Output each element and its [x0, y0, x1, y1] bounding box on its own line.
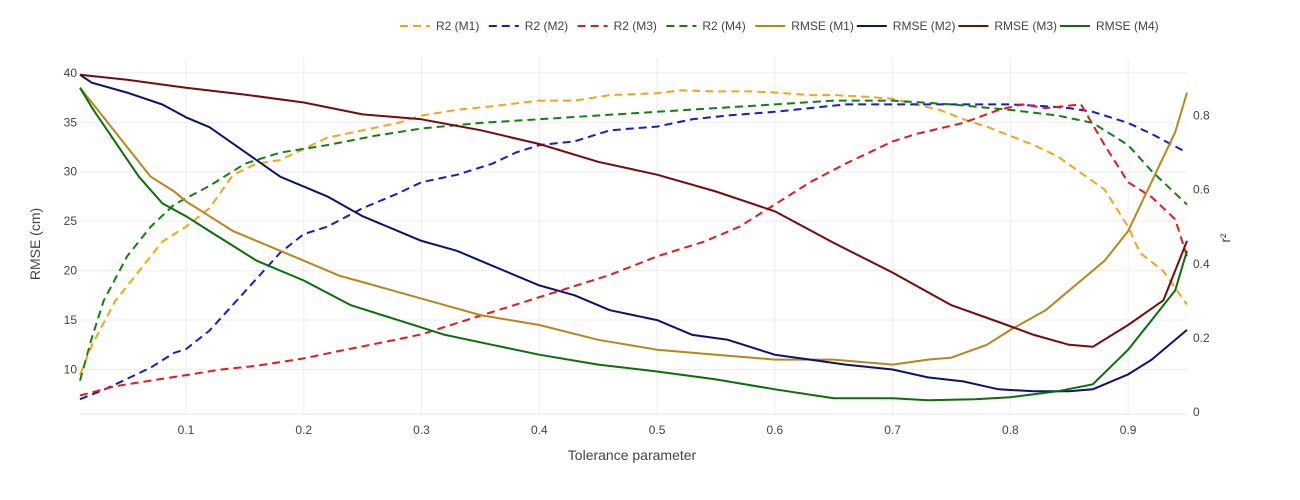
legend-label: RMSE (M4) — [1096, 19, 1159, 33]
legend-item-rmse-m3[interactable]: RMSE (M3) — [958, 19, 1057, 33]
y-axis-right-title: r² — [1217, 233, 1233, 243]
y-left-tick-label: 20 — [64, 264, 78, 278]
y-right-tick-label: 0.8 — [1193, 108, 1210, 122]
legend-label: R2 (M1) — [436, 19, 479, 33]
y-right-tick-label: 0.6 — [1193, 183, 1210, 197]
y-left-tick-label: 40 — [64, 66, 78, 80]
series-line-r2-m4 — [79, 99, 1188, 381]
legend-label: R2 (M3) — [614, 19, 657, 33]
y-left-tick-label: 15 — [64, 313, 78, 327]
x-tick-label: 0.2 — [295, 423, 312, 437]
x-tick-label: 0.5 — [649, 423, 666, 437]
x-tick-label: 0.6 — [766, 423, 783, 437]
y-axis-left-title: RMSE (cm) — [27, 208, 43, 280]
y-left-tick-label: 35 — [64, 115, 78, 129]
y-left-tick-label: 10 — [64, 363, 78, 377]
y-right-tick-label: 0 — [1193, 405, 1200, 419]
series-line-r2-m2 — [79, 103, 1188, 401]
series-line-r2-m1 — [79, 89, 1188, 376]
x-tick-label: 0.4 — [531, 423, 548, 437]
x-tick-label: 0.7 — [884, 423, 901, 437]
legend-item-rmse-m2[interactable]: RMSE (M2) — [856, 19, 956, 33]
legend-label: RMSE (M3) — [994, 19, 1057, 33]
y-left-tick-label: 25 — [64, 214, 78, 228]
x-tick-label: 0.3 — [413, 423, 430, 437]
legend-label: R2 (M2) — [525, 19, 568, 33]
legend[interactable]: R2 (M1) R2 (M2) R2 (M3) R2 (M4) RMSE (M1) RMS… — [400, 19, 1159, 33]
legend-item-r2-m2[interactable]: R2 (M2) — [488, 19, 568, 33]
y-left-tick-label: 30 — [64, 165, 78, 179]
legend-item-r2-m4[interactable]: R2 (M4) — [666, 19, 746, 33]
plot-lines — [79, 73, 1188, 402]
series-line-r2-m3 — [79, 103, 1188, 397]
y-right-tick-label: 0.2 — [1193, 331, 1210, 345]
series-line-rmse-m1 — [79, 87, 1188, 366]
series-line-rmse-m2 — [79, 73, 1188, 393]
x-axis-title: Tolerance parameter — [568, 447, 697, 463]
x-tick-label: 0.8 — [1002, 423, 1019, 437]
y-right-tick-label: 0.4 — [1193, 257, 1210, 271]
series-line-rmse-m4 — [79, 87, 1188, 402]
legend-item-r2-m3[interactable]: R2 (M3) — [577, 19, 657, 33]
legend-item-r2-m1[interactable]: R2 (M1) — [400, 19, 479, 33]
legend-label: RMSE (M1) — [791, 19, 854, 33]
legend-item-rmse-m4[interactable]: RMSE (M4) — [1060, 19, 1159, 33]
x-tick-label: 0.1 — [178, 423, 195, 437]
legend-item-rmse-m1[interactable]: RMSE (M1) — [755, 19, 854, 33]
axes: 0.1 0.2 0.3 0.4 0.5 0.6 0.7 0.8 0.9 10 15 20 25 30 35 4… — [64, 66, 1210, 437]
legend-label: R2 (M4) — [702, 19, 745, 33]
series-line-rmse-m3 — [79, 73, 1188, 348]
legend-label: RMSE (M2) — [893, 19, 956, 33]
x-tick-label: 0.9 — [1120, 423, 1137, 437]
